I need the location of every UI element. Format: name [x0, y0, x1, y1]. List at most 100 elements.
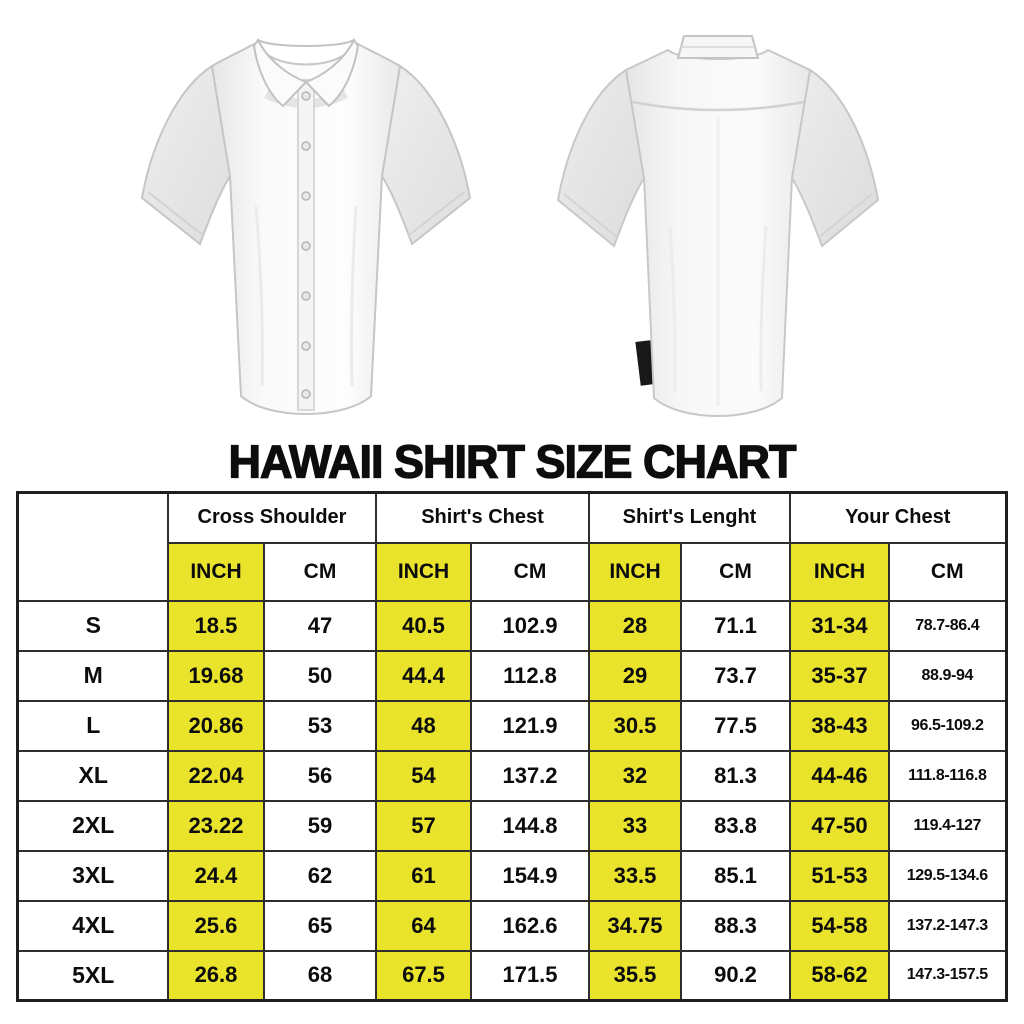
cm-value: 71.1: [680, 599, 791, 652]
table-row: 3XL 24.4 62 61 154.9 33.5 85.1 51-53 129…: [16, 849, 1008, 902]
inch-value: 26.8: [166, 949, 265, 1002]
unit-header-cm: CM: [887, 541, 1008, 602]
table-row: 5XL 26.8 68 67.5 171.5 35.5 90.2 58-62 1…: [16, 949, 1008, 1002]
cm-value: 85.1: [680, 849, 791, 902]
cm-range-value: 111.8-116.8: [887, 749, 1008, 802]
column-group-cross-shoulder: Cross Shoulder: [166, 491, 378, 544]
inch-value: 33.5: [588, 849, 682, 902]
size-label: S: [16, 599, 169, 652]
inch-value: 40.5: [375, 599, 472, 652]
cm-range-value: 96.5-109.2: [887, 699, 1008, 752]
inch-value: 67.5: [375, 949, 472, 1002]
unit-header-inch: INCH: [166, 541, 265, 602]
inch-value: 31-34: [789, 599, 890, 652]
cm-value: 53: [262, 699, 378, 752]
size-label: 2XL: [16, 799, 169, 852]
inch-value: 35-37: [789, 649, 890, 702]
unit-header-inch: INCH: [789, 541, 890, 602]
inch-value: 29: [588, 649, 682, 702]
size-label: 5XL: [16, 949, 169, 1002]
cm-value: 77.5: [680, 699, 791, 752]
unit-header-cm: CM: [262, 541, 378, 602]
table-row: M 19.68 50 44.4 112.8 29 73.7 35-37 88.9…: [16, 649, 1008, 702]
cm-value: 65: [262, 899, 378, 952]
size-label: 3XL: [16, 849, 169, 902]
inch-value: 24.4: [166, 849, 265, 902]
inch-value: 19.68: [166, 649, 265, 702]
inch-value: 25.6: [166, 899, 265, 952]
inch-value: 44-46: [789, 749, 890, 802]
unit-header-row: INCH CM INCH CM INCH CM INCH CM: [18, 541, 1008, 602]
column-group-shirts-lenght: Shirt's Lenght: [588, 491, 791, 544]
cm-range-value: 119.4-127: [887, 799, 1008, 852]
inch-value: 33: [588, 799, 682, 852]
cm-value: 112.8: [470, 649, 590, 702]
column-group-shirts-chest: Shirt's Chest: [375, 491, 590, 544]
cm-range-value: 88.9-94: [887, 649, 1008, 702]
inch-value: 54-58: [789, 899, 890, 952]
cm-value: 83.8: [680, 799, 791, 852]
cm-value: 90.2: [680, 949, 791, 1002]
cm-value: 47: [262, 599, 378, 652]
cm-range-value: 78.7-86.4: [887, 599, 1008, 652]
unit-header-inch: INCH: [588, 541, 682, 602]
inch-value: 47-50: [789, 799, 890, 852]
table-row: 4XL 25.6 65 64 162.6 34.75 88.3 54-58 13…: [16, 899, 1008, 952]
cm-range-value: 129.5-134.6: [887, 849, 1008, 902]
inch-value: 28: [588, 599, 682, 652]
care-tag: [635, 340, 656, 386]
inch-value: 58-62: [789, 949, 890, 1002]
inch-value: 57: [375, 799, 472, 852]
cm-value: 137.2: [470, 749, 590, 802]
inch-value: 18.5: [166, 599, 265, 652]
column-group-your-chest: Your Chest: [788, 491, 1008, 544]
page-title: HAWAII SHIRT SIZE CHART: [228, 434, 797, 488]
column-group-header-row: Cross Shoulder Shirt's Chest Shirt's Len…: [16, 491, 1008, 602]
inch-value: 64: [375, 899, 472, 952]
inch-value: 23.22: [166, 799, 265, 852]
inch-value: 30.5: [588, 699, 682, 752]
size-label: M: [16, 649, 169, 702]
cm-value: 68: [262, 949, 378, 1002]
inch-value: 20.86: [166, 699, 265, 752]
inch-value: 35.5: [588, 949, 682, 1002]
table-row: XL 22.04 56 54 137.2 32 81.3 44-46 111.8…: [16, 749, 1008, 802]
cm-value: 73.7: [680, 649, 791, 702]
size-label: L: [16, 699, 169, 752]
cm-value: 154.9: [470, 849, 590, 902]
size-chart-table: Cross Shoulder Shirt's Chest Shirt's Len…: [16, 491, 1008, 1002]
size-label: 4XL: [16, 899, 169, 952]
inch-value: 32: [588, 749, 682, 802]
inch-value: 22.04: [166, 749, 265, 802]
cm-value: 50: [262, 649, 378, 702]
cm-value: 162.6: [470, 899, 590, 952]
cm-value: 171.5: [470, 949, 590, 1002]
cm-range-value: 147.3-157.5: [887, 949, 1008, 1002]
inch-value: 48: [375, 699, 472, 752]
inch-value: 54: [375, 749, 472, 802]
size-table-body: S 18.5 47 40.5 102.9 28 71.1 31-34 78.7-…: [16, 599, 1008, 1002]
cm-value: 88.3: [680, 899, 791, 952]
shirt-back-image: [556, 35, 880, 417]
inch-value: 44.4: [375, 649, 472, 702]
size-label: XL: [16, 749, 169, 802]
shirt-images: [0, 0, 1024, 438]
unit-header-cm: CM: [470, 541, 590, 602]
inch-value: 38-43: [789, 699, 890, 752]
size-column-header: [16, 491, 169, 602]
inch-value: 51-53: [789, 849, 890, 902]
cm-value: 56: [262, 749, 378, 802]
cm-value: 62: [262, 849, 378, 902]
table-row: 2XL 23.22 59 57 144.8 33 83.8 47-50 119.…: [16, 799, 1008, 852]
table-row: L 20.86 53 48 121.9 30.5 77.5 38-43 96.5…: [16, 699, 1008, 752]
inch-value: 61: [375, 849, 472, 902]
table-row: S 18.5 47 40.5 102.9 28 71.1 31-34 78.7-…: [16, 599, 1008, 652]
cm-value: 121.9: [470, 699, 590, 752]
unit-header-inch: INCH: [375, 541, 472, 602]
cm-value: 102.9: [470, 599, 590, 652]
unit-header-cm: CM: [680, 541, 791, 602]
shirt-front-image: [140, 38, 472, 415]
cm-value: 144.8: [470, 799, 590, 852]
cm-value: 81.3: [680, 749, 791, 802]
